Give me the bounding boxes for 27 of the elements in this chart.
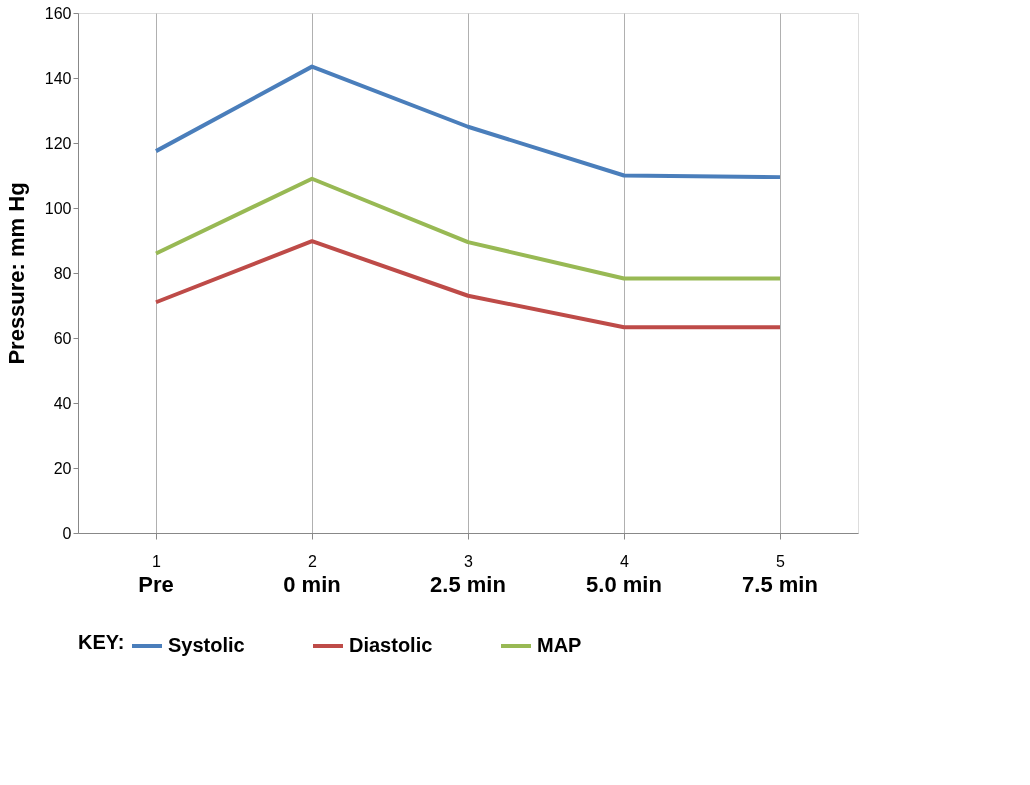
y-tick-label: 120 — [44, 134, 72, 152]
legend-label: Systolic — [168, 634, 245, 656]
y-tick-label: 20 — [53, 459, 72, 477]
legend-title: KEY: — [78, 631, 125, 653]
legend-label: Diastolic — [349, 634, 433, 656]
x-tick-label: 1 — [152, 552, 162, 570]
y-tick-label: 80 — [53, 264, 72, 282]
y-tick-label: 140 — [44, 69, 72, 87]
line-series — [154, 176, 782, 281]
line-series — [154, 64, 782, 180]
line-series — [154, 239, 782, 330]
legend-label: MAP — [537, 634, 582, 656]
text: 7.5 min — [742, 572, 818, 597]
x-tick-label: 3 — [464, 552, 474, 570]
x-tick-label: 2 — [308, 552, 318, 570]
y-tick-label: 100 — [44, 199, 72, 217]
y-tick-label: 60 — [53, 329, 72, 347]
text: 5.0 min — [586, 572, 662, 597]
text: 2.5 min — [430, 572, 506, 597]
y-tick-label: 160 — [44, 4, 72, 22]
y-tick-label: 40 — [53, 394, 72, 412]
y-axis-title: Pressure: mm Hg — [3, 182, 29, 365]
x-tick-label: 4 — [620, 552, 630, 570]
y-tick-label: 0 — [62, 524, 72, 542]
x-tick-label: 5 — [776, 552, 786, 570]
text: Pre — [138, 572, 174, 597]
text: 0 min — [283, 572, 341, 597]
